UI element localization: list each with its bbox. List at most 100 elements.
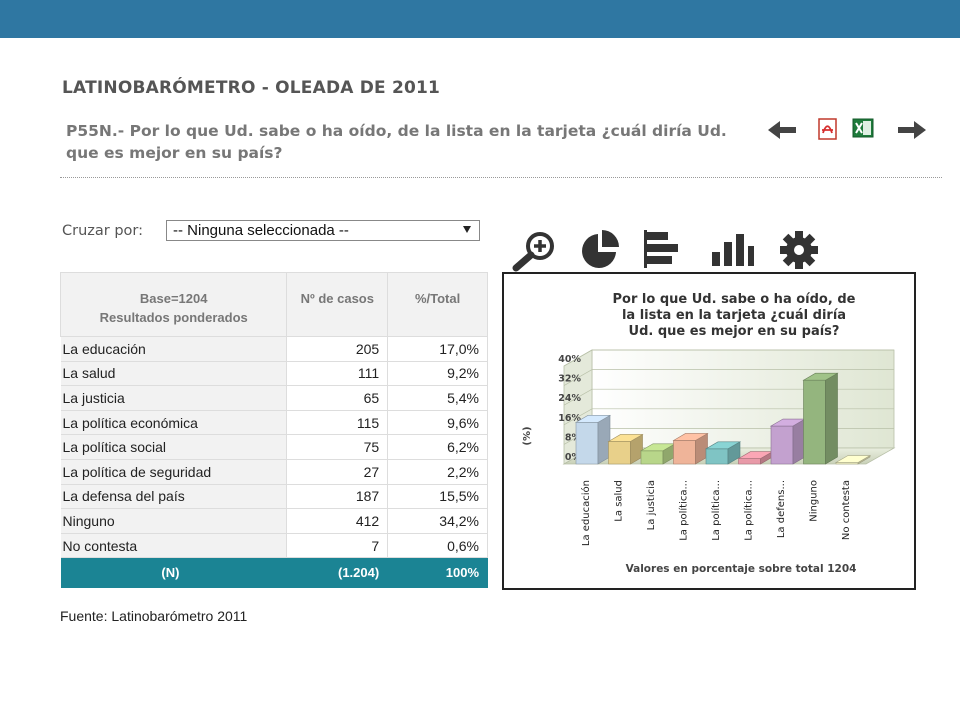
page-title: LATINOBARÓMETRO - OLEADA DE 2011 — [62, 78, 441, 98]
grid-line — [563, 388, 894, 406]
arrow-left-icon[interactable] — [766, 118, 798, 142]
total-label: (N) — [60, 557, 288, 589]
chart-title-line: Por lo que Ud. sabe o ha oído, de — [613, 292, 856, 307]
chart-title-line: la lista en la tarjeta ¿cuál diría — [622, 308, 846, 323]
horizontal-bar-icon[interactable] — [642, 230, 682, 272]
bar[interactable] — [704, 441, 742, 465]
gear-icon[interactable] — [778, 230, 822, 272]
y-tick-label: 8% — [565, 432, 582, 443]
cruzar-selected-value: -- Ninguna seleccionada -- — [173, 222, 349, 239]
chart-panel: Por lo que Ud. sabe o ha oído, de la lis… — [502, 272, 916, 590]
table-row: La defensa del país 187 15,5% — [60, 484, 488, 510]
base-label: Base=1204 — [139, 291, 208, 306]
row-cases: 65 — [286, 385, 389, 411]
row-pct: 0,6% — [387, 533, 488, 559]
base-header: Base=1204 Resultados ponderados — [59, 272, 288, 337]
row-label: La defensa del país — [60, 484, 288, 510]
row-pct: 34,2% — [387, 508, 488, 534]
x-tick-label: La política... — [710, 480, 722, 541]
row-cases: 412 — [286, 508, 389, 534]
row-pct: 9,2% — [387, 361, 488, 387]
grid-line — [563, 408, 894, 426]
bar[interactable] — [607, 433, 644, 465]
chart-title-line: Ud. que es mejor en su país? — [629, 324, 840, 339]
row-pct: 2,2% — [387, 459, 488, 485]
table-row: La educación 205 17,0% — [60, 336, 488, 362]
table-row: La salud 111 9,2% — [60, 361, 488, 387]
separator — [60, 177, 942, 178]
x-tick-label: No contesta — [841, 480, 852, 540]
y-tick-label: 16% — [558, 413, 581, 424]
row-pct: 9,6% — [387, 410, 488, 436]
row-label: No contesta — [60, 533, 288, 559]
y-tick-label: 40% — [558, 354, 581, 365]
row-label: Ninguno — [60, 508, 288, 534]
cruzar-label: Cruzar por: — [62, 223, 144, 239]
y-axis-ticks: 0% 8% 16% 24% 32% 40% — [558, 354, 581, 463]
row-label: La política social — [60, 434, 288, 460]
row-label: La justicia — [60, 385, 288, 411]
bars — [574, 372, 872, 465]
vertical-bar-icon[interactable] — [708, 230, 756, 272]
table-row: La política de seguridad 27 2,2% — [60, 459, 488, 485]
y-axis-label: (%) — [522, 426, 533, 445]
x-tick-label: La salud — [614, 480, 625, 522]
x-tick-label: La justicia — [646, 480, 657, 530]
row-cases: 75 — [286, 434, 389, 460]
row-cases: 7 — [286, 533, 389, 559]
y-tick-label: 24% — [558, 393, 581, 404]
source-note: Fuente: Latinobarómetro 2011 — [60, 608, 248, 624]
bar[interactable] — [574, 414, 612, 465]
question-text: P55N.- Por lo que Ud. sabe o ha oído, de… — [66, 122, 727, 162]
bar[interactable] — [769, 418, 807, 465]
cruzar-select[interactable]: -- Ninguna seleccionada -- — [166, 220, 480, 241]
table-row: No contesta 7 0,6% — [60, 533, 488, 559]
plot-back-wall — [591, 349, 895, 449]
row-cases: 205 — [286, 336, 389, 362]
x-tick-label: La política... — [743, 480, 755, 541]
x-tick-label: La educación — [580, 480, 592, 546]
y-tick-label: 0% — [565, 452, 582, 463]
table-row: Ninguno 412 34,2% — [60, 508, 488, 534]
row-cases: 115 — [286, 410, 389, 436]
x-tick-label: La política... — [678, 480, 690, 541]
row-label: La política de seguridad — [60, 459, 288, 485]
row-pct: 5,4% — [387, 385, 488, 411]
row-cases: 27 — [286, 459, 389, 485]
x-tick-label: Ninguno — [809, 480, 820, 522]
row-pct: 6,2% — [387, 434, 488, 460]
grid-line — [563, 349, 894, 367]
row-label: La salud — [60, 361, 288, 387]
x-axis-label: Valores en porcentaje sobre total 1204 — [626, 563, 857, 575]
arrow-right-icon[interactable] — [896, 118, 928, 142]
pdf-icon[interactable] — [818, 118, 838, 140]
zoom-in-icon[interactable] — [510, 230, 558, 272]
row-cases: 187 — [286, 484, 389, 510]
cases-header: Nº de casos — [286, 272, 389, 337]
bar[interactable] — [834, 455, 872, 465]
dropdown-arrow-icon — [463, 226, 471, 233]
top-bar — [0, 0, 960, 38]
total-cases: (1.204) — [286, 557, 389, 589]
weighted-label: Resultados ponderados — [99, 310, 248, 325]
bar[interactable] — [802, 372, 839, 465]
grid-line — [563, 369, 894, 386]
chart-tools — [510, 230, 830, 272]
row-label: La educación — [60, 336, 288, 362]
pie-chart-icon[interactable] — [576, 230, 622, 272]
excel-icon[interactable] — [852, 118, 874, 138]
x-axis-ticks: La educación La salud La justicia La políti… — [580, 480, 852, 546]
top-toolbar — [766, 118, 936, 144]
y-tick-label: 32% — [558, 374, 581, 385]
results-table: Base=1204 Resultados ponderados Nº de ca… — [59, 272, 488, 589]
bar-chart: Por lo que Ud. sabe o ha oído, de la lis… — [522, 292, 896, 575]
pct-header: %/Total — [387, 272, 488, 337]
x-tick-label: La defens... — [776, 480, 787, 538]
row-pct: 17,0% — [387, 336, 488, 362]
total-row: (N) (1.204) 100% — [60, 557, 488, 589]
bar[interactable] — [672, 432, 709, 465]
table-row: La política social 75 6,2% — [60, 434, 488, 460]
row-cases: 111 — [286, 361, 389, 387]
total-pct: 100% — [387, 557, 488, 589]
row-pct: 15,5% — [387, 484, 488, 510]
